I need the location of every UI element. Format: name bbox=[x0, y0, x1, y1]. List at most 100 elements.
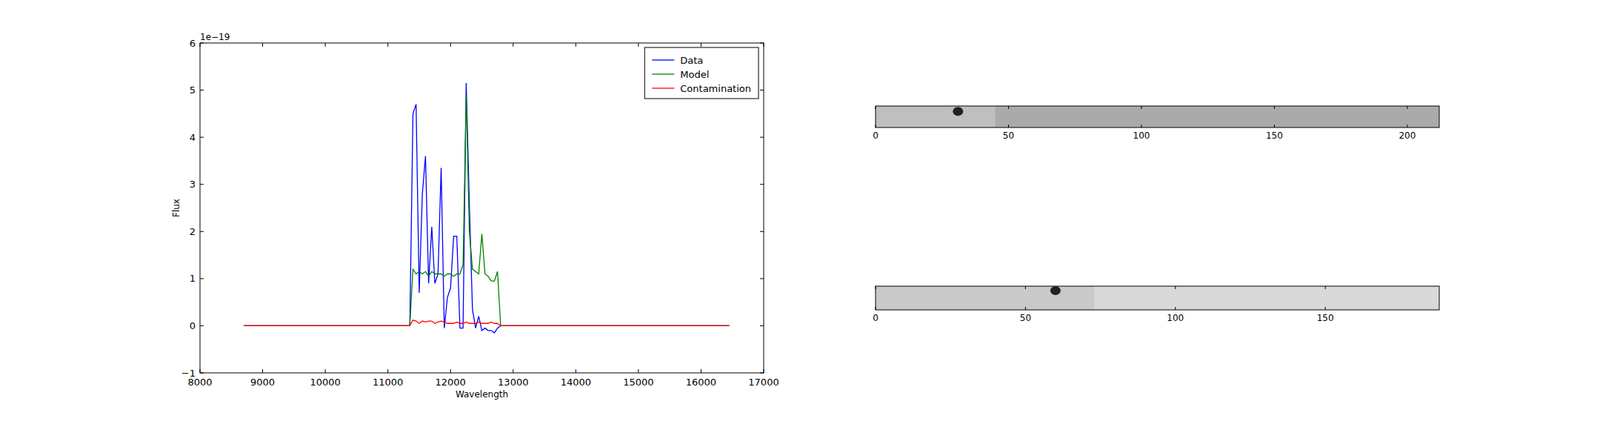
x-tick bbox=[325, 368, 326, 373]
y-tick bbox=[200, 325, 204, 326]
x-tick bbox=[575, 42, 577, 47]
y-tick bbox=[200, 183, 204, 185]
y-tick-label: 1 bbox=[189, 272, 196, 284]
x-tick bbox=[1406, 105, 1408, 109]
y-tick bbox=[200, 137, 204, 138]
y-tick bbox=[200, 42, 204, 44]
y-tick-label: 6 bbox=[189, 37, 196, 49]
x-tick-label: 15000 bbox=[622, 376, 654, 388]
image-background bbox=[875, 105, 1440, 128]
y-tick bbox=[760, 137, 764, 138]
x-tick-label: 150 bbox=[1265, 130, 1283, 141]
x-tick bbox=[700, 42, 702, 47]
image-area bbox=[875, 105, 1440, 128]
x-tick-label: 150 bbox=[1317, 312, 1335, 323]
image-coverage bbox=[875, 105, 996, 128]
y-tick bbox=[200, 372, 204, 374]
image-area bbox=[875, 285, 1440, 310]
x-tick bbox=[1274, 105, 1275, 109]
x-tick bbox=[875, 306, 877, 310]
y-tick-label: −1 bbox=[181, 367, 196, 379]
y-tick bbox=[760, 372, 764, 374]
figure: 8000900010000110001200013000140001500016… bbox=[0, 0, 1600, 427]
y-axis-title: Flux bbox=[171, 198, 182, 218]
x-tick bbox=[450, 368, 452, 373]
y-tick bbox=[200, 277, 204, 279]
x-tick bbox=[1174, 306, 1176, 310]
x-tick bbox=[450, 42, 452, 47]
image-frame bbox=[875, 105, 1440, 128]
x-tick bbox=[875, 285, 877, 289]
x-axis-title: Wavelength bbox=[455, 388, 509, 400]
x-tick bbox=[200, 368, 201, 373]
x-tick-label: 16000 bbox=[685, 376, 717, 388]
x-tick bbox=[637, 368, 639, 373]
x-tick bbox=[512, 42, 514, 47]
x-tick-label: 12000 bbox=[435, 376, 466, 388]
x-tick bbox=[1008, 105, 1009, 109]
plot-area bbox=[243, 82, 729, 333]
legend-label: Data bbox=[680, 54, 703, 66]
image-background bbox=[875, 285, 1440, 310]
x-tick-label: 100 bbox=[1133, 130, 1151, 141]
x-tick bbox=[512, 368, 514, 373]
x-tick-label: 0 bbox=[872, 312, 879, 323]
x-tick-label: 50 bbox=[1002, 130, 1015, 141]
plot-frame bbox=[200, 42, 764, 373]
x-tick-label: 100 bbox=[1166, 312, 1184, 323]
y-tick bbox=[760, 325, 764, 326]
y-tick bbox=[760, 231, 764, 232]
x-tick-label: 0 bbox=[872, 130, 879, 141]
y-tick-label: 5 bbox=[189, 84, 196, 96]
image-spot bbox=[952, 106, 963, 116]
image-spot bbox=[1050, 285, 1061, 295]
x-tick bbox=[1025, 285, 1026, 289]
y-tick bbox=[760, 89, 764, 91]
y-tick-label: 4 bbox=[189, 131, 196, 143]
series-line bbox=[243, 320, 729, 326]
series-line bbox=[243, 82, 729, 333]
y-tick bbox=[200, 231, 204, 232]
x-tick bbox=[387, 42, 389, 47]
legend-label: Model bbox=[680, 68, 709, 80]
x-tick bbox=[1140, 105, 1142, 109]
x-tick bbox=[1174, 285, 1176, 289]
x-tick bbox=[1325, 306, 1326, 310]
x-tick bbox=[387, 368, 389, 373]
y-tick-label: 2 bbox=[189, 225, 196, 238]
x-tick bbox=[875, 105, 877, 109]
legend-swatch bbox=[651, 59, 675, 60]
y-tick-label: 3 bbox=[189, 178, 196, 190]
offset-label: 1e−19 bbox=[200, 31, 230, 43]
x-tick bbox=[325, 42, 326, 47]
x-tick bbox=[1008, 124, 1009, 128]
y-tick-label: 0 bbox=[189, 320, 196, 332]
x-tick bbox=[875, 124, 877, 128]
x-tick bbox=[262, 368, 263, 373]
x-tick bbox=[700, 368, 702, 373]
legend-box bbox=[644, 47, 759, 99]
x-tick-label: 200 bbox=[1398, 130, 1416, 141]
x-tick bbox=[200, 42, 201, 47]
x-tick bbox=[1025, 306, 1026, 310]
legend-swatch bbox=[651, 73, 675, 75]
image-coverage bbox=[875, 285, 1095, 310]
image-frame bbox=[875, 285, 1440, 310]
x-tick-label: 9000 bbox=[250, 376, 275, 388]
x-tick bbox=[763, 368, 765, 373]
y-tick bbox=[760, 277, 764, 279]
x-tick bbox=[1140, 124, 1142, 128]
x-tick-label: 50 bbox=[1020, 312, 1032, 323]
x-tick bbox=[575, 368, 577, 373]
y-tick bbox=[200, 89, 204, 91]
legend-swatch bbox=[651, 87, 675, 89]
x-tick-label: 13000 bbox=[497, 376, 529, 388]
x-tick bbox=[262, 42, 263, 47]
y-tick bbox=[760, 42, 764, 44]
x-tick bbox=[1325, 285, 1326, 289]
x-tick-label: 17000 bbox=[748, 376, 779, 388]
x-tick-label: 14000 bbox=[560, 376, 592, 388]
x-tick-label: 11000 bbox=[372, 376, 403, 388]
series-line bbox=[243, 94, 729, 326]
x-tick bbox=[637, 42, 639, 47]
